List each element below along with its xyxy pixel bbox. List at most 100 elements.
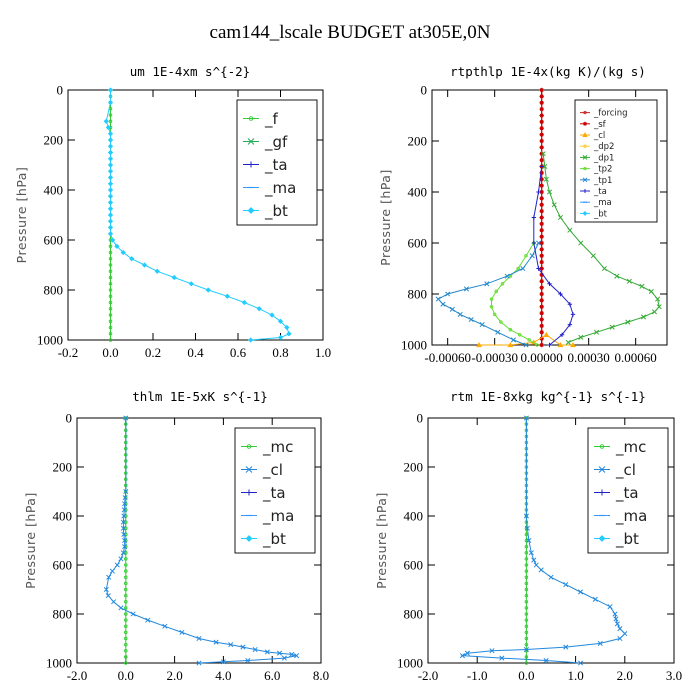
data-point	[489, 297, 494, 301]
data-point	[504, 273, 510, 279]
x-tick-label: 0.6	[230, 345, 247, 360]
data-point	[118, 556, 124, 562]
data-point	[107, 156, 114, 162]
y-tick-label: 600	[404, 558, 424, 573]
data-point	[536, 189, 541, 195]
data-point	[524, 525, 530, 531]
data-point	[524, 253, 528, 258]
series-bt	[103, 87, 292, 343]
data-point	[639, 283, 645, 289]
data-point	[577, 589, 584, 595]
data-point	[124, 636, 128, 641]
data-point	[124, 575, 128, 580]
data-point	[531, 240, 537, 246]
data-point	[524, 606, 529, 610]
data-point	[122, 537, 128, 544]
data-point	[536, 266, 541, 271]
data-point	[517, 333, 522, 337]
data-point	[524, 661, 529, 665]
x-tick-label: 0.4	[187, 345, 204, 360]
legend-label: _cl	[593, 131, 605, 141]
data-point	[103, 586, 109, 593]
legend-marker	[583, 144, 587, 148]
data-point	[124, 581, 128, 586]
data-point	[464, 650, 470, 656]
data-point	[489, 648, 495, 654]
data-point	[108, 288, 113, 292]
data-point	[539, 145, 544, 150]
data-point	[463, 286, 470, 292]
data-point	[108, 319, 113, 324]
series-line	[491, 242, 538, 346]
data-point	[124, 624, 128, 629]
data-point	[484, 281, 490, 287]
legend-label: _cl	[262, 461, 283, 480]
y-tick-label: 0	[417, 411, 424, 426]
series-tp1	[435, 240, 542, 348]
data-point	[539, 240, 544, 246]
data-point	[108, 275, 113, 280]
data-point	[590, 253, 596, 259]
data-point	[607, 604, 613, 610]
data-point	[500, 282, 505, 286]
data-point	[543, 176, 549, 182]
y-tick-label: 400	[53, 509, 73, 524]
data-point	[121, 507, 127, 513]
legend-label: _bt	[593, 209, 608, 219]
data-point	[108, 119, 113, 124]
data-point	[108, 256, 113, 261]
data-point	[593, 329, 600, 335]
data-point	[107, 87, 114, 93]
data-point	[539, 151, 544, 156]
data-point	[529, 253, 535, 259]
data-point	[449, 306, 455, 312]
data-point	[122, 544, 128, 550]
data-point	[524, 642, 529, 647]
legend-label: _ta	[264, 156, 288, 175]
legend-marker	[598, 535, 606, 542]
legend: _mc _cl _ta _ma _bt	[234, 427, 316, 554]
legend-label: _ma	[615, 507, 647, 526]
data-point	[122, 495, 128, 501]
x-tick-label: 0.00000	[521, 350, 563, 365]
y-tick-label: 1000	[401, 338, 427, 353]
data-point	[107, 168, 114, 174]
series-cl	[103, 415, 300, 666]
legend-marker	[246, 489, 252, 496]
data-point	[524, 581, 529, 586]
y-axis-label: Pressure [hPa]	[23, 492, 38, 589]
data-point	[527, 338, 531, 342]
x-tick-label: 0.0	[518, 668, 534, 683]
data-point	[141, 262, 148, 268]
data-point	[120, 550, 126, 556]
data-point	[524, 630, 529, 635]
data-point	[130, 611, 136, 617]
panel-1: um 1E-4xm s^{-2} Pressure [hPa] -0.2 0.0 0.2…	[14, 64, 331, 360]
y-tick-label: 800	[44, 283, 64, 298]
data-point	[108, 281, 113, 286]
data-point	[124, 587, 128, 592]
legend-label: _forcing	[593, 109, 628, 119]
x-tick-label: 1.0	[567, 668, 583, 683]
data-point	[539, 183, 544, 188]
data-point	[539, 304, 544, 309]
data-point	[145, 617, 151, 623]
data-point	[524, 538, 529, 543]
data-point	[105, 124, 111, 131]
y-axis-label: Pressure [hPa]	[374, 492, 389, 589]
data-point	[228, 642, 234, 648]
data-point	[162, 623, 168, 629]
data-point	[108, 306, 113, 311]
data-point	[248, 337, 254, 343]
x-tick-label: 6.0	[264, 668, 280, 683]
data-point	[120, 519, 126, 525]
data-point	[539, 196, 544, 201]
data-point	[539, 164, 544, 169]
data-point	[542, 163, 548, 170]
y-tick-label: 1000	[37, 333, 63, 348]
y-tick-label: 1000	[46, 656, 72, 671]
data-point	[107, 181, 114, 187]
data-point	[539, 310, 544, 316]
data-point	[524, 655, 529, 659]
y-tick-label: 600	[53, 558, 73, 573]
